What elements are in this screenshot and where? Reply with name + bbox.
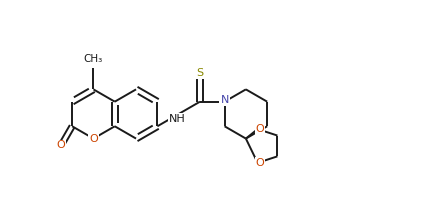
Text: N: N xyxy=(220,95,229,105)
Text: S: S xyxy=(197,68,203,78)
Text: CH₃: CH₃ xyxy=(84,54,103,64)
Text: O: O xyxy=(57,140,65,150)
Text: O: O xyxy=(89,134,98,144)
Text: O: O xyxy=(256,124,264,134)
Text: O: O xyxy=(256,158,264,168)
Text: NH: NH xyxy=(169,114,186,123)
